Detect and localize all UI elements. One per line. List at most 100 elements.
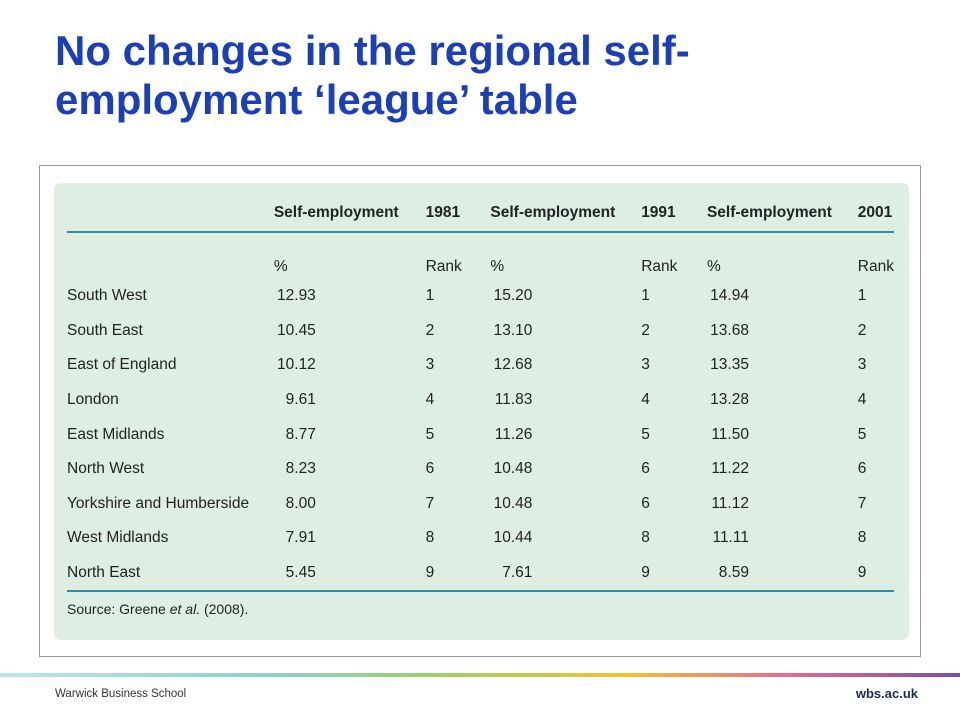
subheader-cell: Rank (425, 258, 462, 275)
value-text: 8.00 (285, 494, 316, 512)
header-cell: 1991 (641, 195, 707, 233)
value-text: 11.12 (711, 494, 749, 512)
table-row: North East 5.45 9 7.61 9 8.59 9 (67, 555, 894, 593)
rank-cell: 9 (857, 555, 894, 593)
value-text: 13.28 (710, 391, 749, 409)
value-text: 12.68 (493, 356, 533, 374)
table-subheader-row: % Rank % Rank % Rank (67, 232, 894, 279)
rank-cell: 7 (425, 494, 435, 512)
rank-cell: 6 (641, 460, 650, 478)
value-cell: 13.68 (707, 314, 858, 349)
rank-cell: 5 (425, 425, 435, 443)
rank-cell: 6 (641, 494, 650, 512)
rank-cell: 1 (641, 287, 650, 305)
rank-cell: 4 (857, 391, 867, 409)
value-cell: 11.22 (707, 452, 858, 487)
value-text: 10.48 (493, 460, 533, 478)
subheader-cell: % (490, 258, 505, 275)
value-cell: 11.50 (707, 417, 858, 452)
value-text: 10.44 (493, 529, 533, 547)
value-text: 11.50 (711, 425, 749, 443)
value-cell: 10.12 (274, 348, 426, 383)
value-cell: 11.12 (707, 487, 858, 522)
rank-cell: 5 (641, 425, 650, 443)
rank-cell: 2 (641, 321, 650, 339)
rank-cell: 3 (857, 356, 867, 374)
value-text: 10.45 (277, 321, 316, 339)
value-cell: 8.77 (274, 417, 426, 452)
value-cell: 11.11 (707, 521, 858, 556)
value-cell: 10.44 (490, 521, 641, 556)
rank-cell: 5 (857, 425, 867, 443)
table-row: South West 12.93 1 15.20 1 14.94 1 (67, 279, 894, 314)
subheader-cell: Rank (857, 258, 894, 275)
value-text: 11.22 (711, 460, 749, 478)
header-cell: 2001 (857, 195, 894, 233)
rank-cell: 9 (425, 555, 491, 593)
value-cell: 9.61 (274, 383, 426, 418)
subheader-cell: % (273, 258, 288, 275)
header-cell: Self-employment (273, 195, 426, 233)
region-cell: North West (67, 460, 145, 478)
region-cell: East of England (67, 356, 177, 374)
source-suffix: (2008). (200, 601, 249, 617)
region-cell: South West (67, 287, 147, 305)
value-cell: 7.61 (490, 555, 642, 593)
subheader-cell: Rank (641, 258, 678, 275)
table-row: London 9.61 4 11.83 4 13.28 4 (67, 383, 894, 418)
value-cell: 12.93 (274, 279, 426, 314)
footer-gradient-rule (0, 673, 960, 677)
value-text: 5.45 (285, 564, 316, 582)
source-prefix: Source: Greene (67, 601, 170, 617)
value-text: 9.61 (285, 391, 316, 409)
rank-cell: 1 (425, 287, 435, 305)
region-cell: East Midlands (67, 425, 165, 443)
value-cell: 12.68 (490, 348, 641, 383)
value-cell: 13.10 (490, 314, 641, 349)
value-text: 7.91 (285, 529, 316, 547)
value-cell: 14.94 (707, 279, 858, 314)
value-text: 11.83 (494, 391, 533, 409)
rank-cell: 3 (641, 356, 650, 374)
header-cell: 1981 (425, 195, 491, 233)
region-cell: London (67, 391, 119, 409)
region-cell: West Midlands (67, 529, 169, 547)
value-text: 7.61 (502, 564, 533, 582)
rank-cell: 8 (425, 529, 435, 547)
table-row: West Midlands 7.91 8 10.44 8 11.11 8 (67, 521, 894, 556)
value-cell: 8.23 (274, 452, 426, 487)
value-cell: 8.00 (274, 487, 426, 522)
value-text: 8.59 (718, 564, 749, 582)
rank-cell: 3 (425, 356, 435, 374)
table-header-row: Self-employment 1981 Self-employment 199… (67, 195, 894, 233)
value-text: 10.12 (277, 356, 316, 374)
value-text: 13.10 (493, 321, 533, 339)
value-cell: 15.20 (490, 279, 641, 314)
rank-cell: 4 (425, 391, 435, 409)
header-cell: Self-employment (490, 195, 642, 233)
value-text: 13.68 (710, 321, 749, 339)
footer-website-link[interactable]: wbs.ac.uk (855, 686, 918, 701)
value-cell: 10.48 (490, 452, 641, 487)
header-cell (67, 195, 274, 233)
subheader-cell: % (706, 258, 721, 275)
value-cell: 8.59 (706, 555, 858, 593)
table-row: North West 8.23 6 10.48 6 11.22 6 (67, 452, 894, 487)
region-cell: Yorkshire and Humberside (67, 494, 250, 512)
rank-cell: 6 (857, 460, 867, 478)
table-panel: Self-employment 1981 Self-employment 199… (54, 183, 909, 640)
region-cell: South East (67, 321, 143, 339)
rank-cell: 6 (425, 460, 435, 478)
rank-cell: 8 (641, 529, 650, 547)
rank-cell: 7 (857, 494, 867, 512)
table-figure-frame: Self-employment 1981 Self-employment 199… (39, 165, 921, 657)
value-cell: 11.83 (490, 383, 641, 418)
value-text: 12.93 (277, 287, 316, 305)
value-cell: 13.28 (707, 383, 858, 418)
region-cell: North East (67, 555, 274, 593)
value-text: 14.94 (710, 287, 749, 305)
table-row: Yorkshire and Humberside 8.00 7 10.48 6 … (67, 487, 894, 522)
table-row: East Midlands 8.77 5 11.26 5 11.50 5 (67, 417, 894, 452)
value-cell: 5.45 (273, 555, 426, 593)
rank-cell: 9 (641, 555, 707, 593)
